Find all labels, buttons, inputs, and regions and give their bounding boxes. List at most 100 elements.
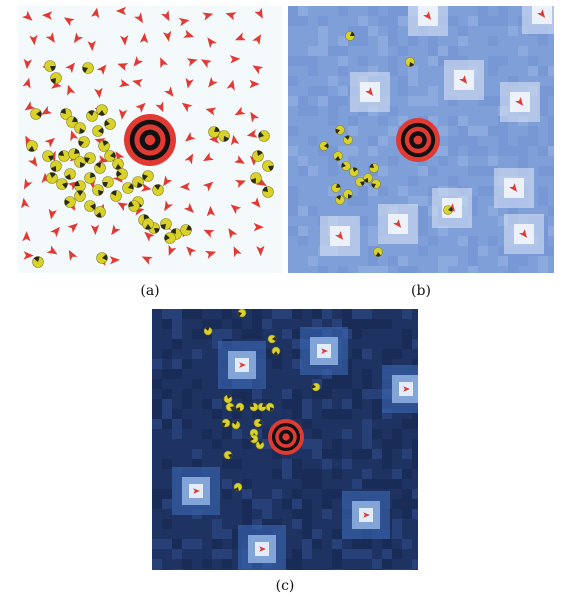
red-triangle-marker	[73, 32, 84, 44]
heatmap-cell	[538, 166, 548, 176]
agent-icon	[255, 440, 265, 450]
heatmap-cell	[408, 66, 418, 76]
heatmap-cell	[182, 559, 192, 569]
red-triangle-marker	[202, 152, 214, 162]
heatmap-cell	[428, 96, 438, 106]
heatmap-cell	[182, 389, 192, 399]
agent-icon	[78, 136, 90, 148]
heatmap-cell	[152, 379, 162, 389]
agent-icon	[42, 150, 54, 162]
agent-icon	[104, 118, 116, 130]
heatmap-cell	[488, 206, 498, 216]
heatmap-cell	[212, 439, 222, 449]
heatmap-cell	[162, 319, 172, 329]
heatmap-cell	[378, 136, 388, 146]
heatmap-cell	[548, 116, 554, 126]
agent-icon	[92, 125, 104, 137]
heatmap-cell	[162, 519, 172, 529]
heatmap-cell	[382, 449, 392, 459]
heatmap-cell	[402, 469, 412, 479]
heatmap-cell	[448, 256, 458, 266]
heatmap-cell	[402, 419, 412, 429]
red-triangle-marker	[230, 204, 242, 215]
heatmap-cell	[182, 399, 192, 409]
agent-icon	[142, 218, 154, 230]
heatmap-cell	[192, 329, 202, 339]
heatmap-cell	[352, 549, 362, 559]
red-triangle-marker	[144, 231, 155, 242]
heatmap-cell	[182, 419, 192, 429]
heatmap-cell	[392, 439, 402, 449]
heatmap-cell	[302, 419, 312, 429]
red-triangle-marker	[134, 12, 144, 24]
heatmap-cell	[292, 499, 302, 509]
heatmap-cell	[172, 409, 182, 419]
heatmap-cell	[332, 409, 342, 419]
heatmap-cell	[338, 6, 348, 16]
panel-a-canvas	[18, 6, 282, 273]
heatmap-cell	[302, 509, 312, 519]
heatmap-cell	[282, 459, 292, 469]
red-triangle-marker	[133, 56, 144, 67]
heatmap-cell	[232, 529, 242, 539]
red-triangle-marker	[200, 59, 212, 69]
red-triangle-marker	[252, 65, 264, 75]
heatmap-cell	[508, 266, 518, 273]
agent-icon	[66, 116, 78, 128]
red-triangle-marker	[225, 12, 237, 21]
red-triangle-marker	[23, 251, 34, 260]
red-triangle-marker	[183, 202, 194, 213]
agent-icon	[343, 189, 353, 199]
agent-icon	[267, 334, 277, 344]
heatmap-cell	[162, 399, 172, 409]
red-triangle-marker	[23, 178, 33, 190]
panel-a	[18, 6, 282, 273]
heatmap-cell	[362, 479, 372, 489]
heatmap-cell	[392, 469, 402, 479]
heatmap-cell	[192, 459, 202, 469]
heatmap-cell	[242, 329, 252, 339]
heatmap-cell	[288, 76, 298, 86]
heatmap-cell	[222, 429, 232, 439]
heatmap-cell	[398, 116, 408, 126]
heatmap-cell	[372, 449, 382, 459]
heatmap-cell	[342, 379, 352, 389]
red-triangle-marker	[185, 77, 194, 89]
heatmap-cell	[318, 46, 328, 56]
heatmap-cell	[428, 86, 438, 96]
red-triangle-marker	[164, 86, 174, 97]
agent-icon	[50, 72, 62, 84]
heatmap-cell	[358, 56, 368, 66]
heatmap-cell	[338, 86, 348, 96]
red-triangle-marker	[365, 87, 374, 96]
heatmap-cell	[298, 226, 308, 236]
heatmap-cell	[342, 409, 352, 419]
red-triangle-marker	[230, 134, 240, 146]
heatmap-cell	[192, 309, 202, 319]
heatmap-cell	[398, 86, 408, 96]
heatmap-cell	[152, 409, 162, 419]
agent-icon	[221, 418, 231, 428]
heatmap-cell	[272, 469, 282, 479]
heatmap-cell	[292, 569, 302, 570]
red-triangle-marker	[249, 79, 260, 89]
heatmap-cell	[262, 319, 272, 329]
heatmap-cell	[358, 16, 368, 26]
red-triangle-marker	[22, 77, 31, 89]
red-triangle-marker	[234, 155, 245, 164]
heatmap-cell	[152, 569, 162, 570]
heatmap-cell	[242, 399, 252, 409]
heatmap-cell	[288, 6, 298, 16]
agent-icon	[345, 31, 355, 41]
heatmap-cell	[232, 319, 242, 329]
target-icon	[268, 419, 304, 455]
heatmap-cell	[358, 186, 368, 196]
red-triangle-marker	[203, 229, 215, 238]
heatmap-cell	[302, 439, 312, 449]
heatmap-cell	[458, 136, 468, 146]
agent-icon	[84, 200, 96, 212]
heatmap-cell	[398, 46, 408, 56]
heatmap-cell	[302, 409, 312, 419]
heatmap-cell	[298, 166, 308, 176]
heatmap-cell	[308, 166, 318, 176]
